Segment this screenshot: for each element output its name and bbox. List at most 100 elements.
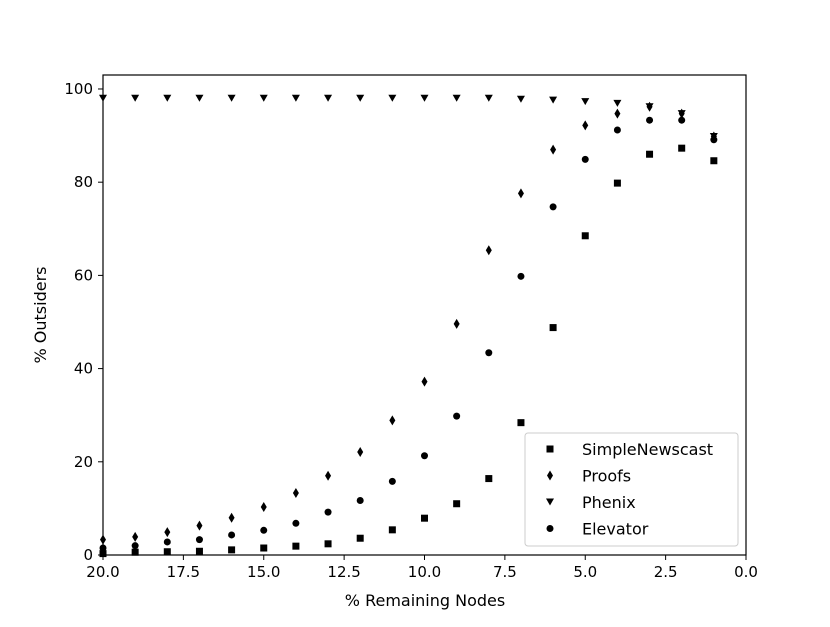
data-point-proofs	[389, 415, 396, 426]
data-point-simplenewscast	[421, 514, 428, 522]
data-point-simplenewscast	[549, 324, 557, 332]
y-axis-label: % Outsiders	[31, 267, 50, 364]
x-tick-label: 17.5	[167, 563, 200, 581]
legend-marker-phenix	[546, 498, 554, 506]
data-point-phenix	[420, 94, 429, 102]
legend-label: Phenix	[582, 493, 636, 512]
data-point-elevator	[453, 412, 461, 420]
data-point-simplenewscast	[388, 526, 396, 534]
data-point-proofs	[292, 488, 299, 499]
x-tick-label: 12.5	[327, 563, 360, 581]
legend-label: SimpleNewscast	[582, 440, 713, 459]
data-point-phenix	[516, 95, 525, 103]
data-point-phenix	[484, 94, 493, 102]
data-point-simplenewscast	[678, 144, 686, 152]
data-point-simplenewscast	[646, 150, 654, 158]
data-point-simplenewscast	[613, 179, 621, 187]
x-tick-label: 5.0	[573, 563, 597, 581]
data-point-elevator	[613, 126, 621, 134]
data-point-simplenewscast	[260, 544, 268, 552]
data-point-phenix	[581, 98, 590, 106]
data-point-elevator	[421, 452, 428, 460]
x-axis-label: % Remaining Nodes	[345, 591, 505, 610]
data-point-simplenewscast	[131, 548, 139, 556]
legend-marker-proofs	[547, 470, 553, 481]
data-point-elevator	[228, 531, 236, 539]
data-point-elevator	[195, 536, 203, 544]
data-point-simplenewscast	[324, 540, 332, 548]
data-point-phenix	[549, 96, 558, 104]
x-tick-label: 10.0	[408, 563, 441, 581]
data-point-simplenewscast	[292, 542, 300, 550]
data-point-phenix	[645, 103, 654, 111]
data-point-phenix	[613, 99, 622, 107]
data-point-phenix	[356, 94, 365, 102]
data-point-phenix	[163, 94, 172, 102]
data-point-elevator	[646, 116, 654, 124]
y-tick-label: 60	[74, 266, 93, 284]
y-tick-label: 20	[74, 453, 93, 471]
x-tick-label: 20.0	[86, 563, 119, 581]
data-point-simplenewscast	[710, 157, 718, 165]
data-point-proofs	[164, 527, 171, 538]
data-point-elevator	[710, 136, 718, 144]
data-point-proofs	[614, 108, 621, 119]
data-point-elevator	[388, 477, 396, 485]
data-point-simplenewscast	[485, 475, 493, 483]
data-point-proofs	[582, 120, 589, 131]
data-point-phenix	[291, 94, 300, 102]
data-point-phenix	[324, 94, 333, 102]
data-point-proofs	[357, 447, 364, 458]
data-point-phenix	[227, 94, 236, 102]
axes-layer: 20.0 17.5 15.0 12.5 10.0 7.5 5.0 2.5 0.0 0 20 40 60 8…	[64, 80, 758, 581]
y-tick-label: 40	[74, 360, 93, 378]
data-point-elevator	[324, 508, 332, 516]
legend-marker-elevator	[546, 525, 554, 532]
data-point-elevator	[581, 155, 589, 163]
data-point-phenix	[195, 94, 204, 102]
data-point-proofs	[228, 512, 235, 523]
data-point-proofs	[132, 531, 139, 542]
data-point-proofs	[260, 502, 267, 512]
legend-label: Proofs	[582, 467, 631, 486]
data-point-proofs	[485, 245, 492, 256]
data-point-proofs	[550, 144, 557, 155]
data-point-proofs	[196, 520, 203, 531]
data-point-elevator	[678, 116, 686, 124]
x-tick-label: 7.5	[493, 563, 517, 581]
data-point-simplenewscast	[517, 419, 525, 427]
data-point-simplenewscast	[228, 546, 236, 554]
data-point-proofs	[453, 318, 460, 329]
data-point-simplenewscast	[195, 547, 203, 555]
y-tick-label: 80	[74, 173, 93, 191]
y-tick-label: 100	[64, 80, 93, 98]
data-point-elevator	[131, 542, 139, 550]
data-point-phenix	[131, 94, 140, 102]
data-point-elevator	[485, 349, 493, 357]
data-point-proofs	[421, 376, 428, 387]
data-point-elevator	[292, 519, 300, 527]
data-point-elevator	[260, 526, 268, 534]
legend: SimpleNewscast Proofs Phenix Elevator	[524, 432, 739, 547]
data-point-elevator	[549, 203, 557, 211]
series-phenix	[99, 94, 718, 141]
x-tick-label: 0.0	[734, 563, 758, 581]
data-point-phenix	[388, 94, 397, 102]
y-tick-label: 0	[83, 546, 93, 564]
legend-label: Elevator	[582, 520, 649, 539]
data-point-phenix	[677, 110, 686, 118]
data-point-elevator	[163, 538, 171, 546]
data-point-simplenewscast	[581, 232, 589, 240]
data-point-elevator	[356, 496, 364, 504]
data-point-simplenewscast	[453, 500, 461, 508]
legend-marker-simplenewscast	[546, 445, 554, 453]
series-simplenewscast	[99, 144, 718, 558]
data-point-proofs	[517, 188, 524, 199]
data-point-simplenewscast	[356, 534, 364, 542]
data-point-phenix	[452, 94, 461, 102]
legend-box	[524, 432, 739, 547]
data-point-phenix	[259, 94, 268, 102]
data-point-simplenewscast	[163, 548, 171, 556]
